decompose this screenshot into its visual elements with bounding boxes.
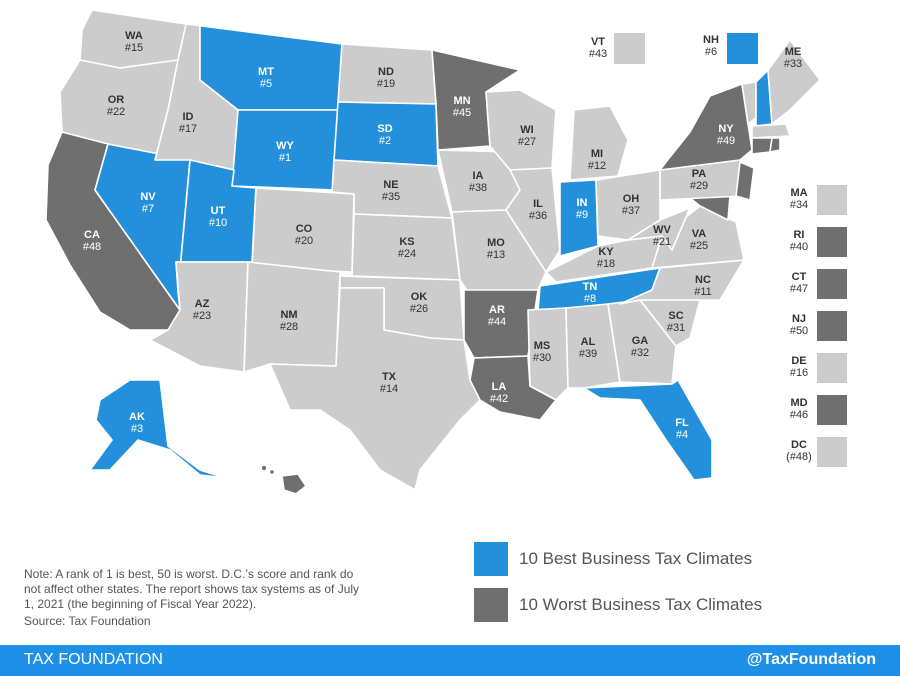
label-SD: SD #2 xyxy=(377,123,393,147)
label-OH: OH #37 xyxy=(621,193,641,217)
state-ME[interactable] xyxy=(767,39,821,125)
state-AL[interactable] xyxy=(565,303,621,389)
label-WV: WV #21 xyxy=(652,224,672,248)
label-ID: ID #17 xyxy=(178,111,198,135)
footer-handle[interactable]: @TaxFoundation xyxy=(746,651,876,668)
note-text: Note: A rank of 1 is best, 50 is worst. … xyxy=(24,567,360,611)
label-MT: MT #5 xyxy=(258,66,274,90)
label-SC: SC #31 xyxy=(666,310,686,334)
state-NY[interactable] xyxy=(659,83,753,171)
label-AK: AK #3 xyxy=(129,411,145,435)
label-NE: NE #35 xyxy=(381,179,401,203)
note: Note: A rank of 1 is best, 50 is worst. … xyxy=(24,567,364,629)
label-VA: VA #25 xyxy=(689,228,709,252)
source-text: Source: Tax Foundation xyxy=(24,614,151,628)
legend-swatch-best xyxy=(474,542,508,576)
label-OK: OK #26 xyxy=(409,291,429,315)
label-WY: WY #1 xyxy=(276,140,294,164)
state-HI[interactable] xyxy=(281,473,307,495)
label-AR: AR #44 xyxy=(487,304,507,328)
state-HI-island xyxy=(268,468,276,476)
label-AL: AL #39 xyxy=(578,336,598,360)
label-CA: CA #48 xyxy=(82,229,102,253)
label-IN: IN #9 xyxy=(575,197,589,221)
state-WV[interactable] xyxy=(627,207,691,251)
side-box-DE[interactable] xyxy=(817,353,847,383)
side-label-MA: MA #34 xyxy=(789,187,809,211)
label-TX: TX #14 xyxy=(379,371,399,395)
label-WA: WA #15 xyxy=(124,30,144,54)
side-label-RI: RI #40 xyxy=(789,229,809,253)
state-TX[interactable] xyxy=(269,287,481,491)
label-PA: PA #29 xyxy=(689,168,709,192)
label-ND: ND #19 xyxy=(376,66,396,90)
side-box-DC[interactable] xyxy=(817,437,847,467)
label-NY: NY #49 xyxy=(716,123,736,147)
side-label-MD: MD #46 xyxy=(789,397,809,421)
label-LA: LA #42 xyxy=(489,381,509,405)
label-TN: TN #8 xyxy=(582,281,598,305)
label-CO: CO #20 xyxy=(294,223,314,247)
state-LA[interactable] xyxy=(469,355,557,421)
side-box-RI[interactable] xyxy=(817,227,847,257)
label-AZ: AZ #23 xyxy=(192,298,212,322)
state-AK[interactable] xyxy=(89,379,226,479)
side-label-CT: CT #47 xyxy=(789,271,809,295)
label-WI: WI #27 xyxy=(517,124,537,148)
label-MO: MO #13 xyxy=(486,237,506,261)
side-box-MD[interactable] xyxy=(817,395,847,425)
label-VT: VT #43 xyxy=(588,36,608,60)
label-MS: MS #30 xyxy=(532,340,552,364)
corner-box-NH[interactable] xyxy=(727,33,758,64)
label-NM: NM #28 xyxy=(279,309,299,333)
side-label-DE: DE #16 xyxy=(789,355,809,379)
label-KS: KS #24 xyxy=(397,236,417,260)
state-FL[interactable] xyxy=(583,379,713,481)
us-map xyxy=(45,9,821,495)
state-HI-island xyxy=(260,464,268,472)
state-NJ[interactable] xyxy=(735,161,755,201)
label-KY: KY #18 xyxy=(596,246,616,270)
state-MI[interactable] xyxy=(569,105,629,181)
label-IL: IL #36 xyxy=(528,198,548,222)
label-UT: UT #10 xyxy=(208,205,228,229)
state-CT[interactable] xyxy=(751,137,773,155)
legend-swatch-worst xyxy=(474,588,508,622)
label-HI: HI #41 xyxy=(254,471,274,495)
state-NC[interactable] xyxy=(619,259,745,305)
side-box-NJ[interactable] xyxy=(817,311,847,341)
label-FL: FL #4 xyxy=(675,417,689,441)
legend-label-worst: 10 Worst Business Tax Climates xyxy=(519,595,763,614)
label-NC: NC #11 xyxy=(694,274,712,298)
side-box-MA[interactable] xyxy=(817,185,847,215)
legend-label-best: 10 Best Business Tax Climates xyxy=(519,549,753,568)
footer-bar: TAX FOUNDATION @TaxFoundation xyxy=(0,645,900,676)
side-label-NJ: NJ #50 xyxy=(789,313,809,337)
label-MI: MI #12 xyxy=(587,148,607,172)
label-MN: MN #45 xyxy=(452,95,472,119)
state-RI[interactable] xyxy=(769,137,781,153)
side-label-DC: DC (#48) xyxy=(786,439,812,463)
footer-brand: TAX FOUNDATION xyxy=(24,651,163,668)
side-box-CT[interactable] xyxy=(817,269,847,299)
label-IA: IA #38 xyxy=(468,170,488,194)
label-NH: NH #6 xyxy=(703,34,719,58)
label-ME: ME #33 xyxy=(783,46,803,70)
label-GA: GA #32 xyxy=(630,335,650,359)
state-MS[interactable] xyxy=(527,307,569,401)
state-MA[interactable] xyxy=(751,123,791,139)
label-OR: OR #22 xyxy=(106,94,126,118)
label-NV: NV #7 xyxy=(140,191,156,215)
corner-box-VT[interactable] xyxy=(614,33,645,64)
